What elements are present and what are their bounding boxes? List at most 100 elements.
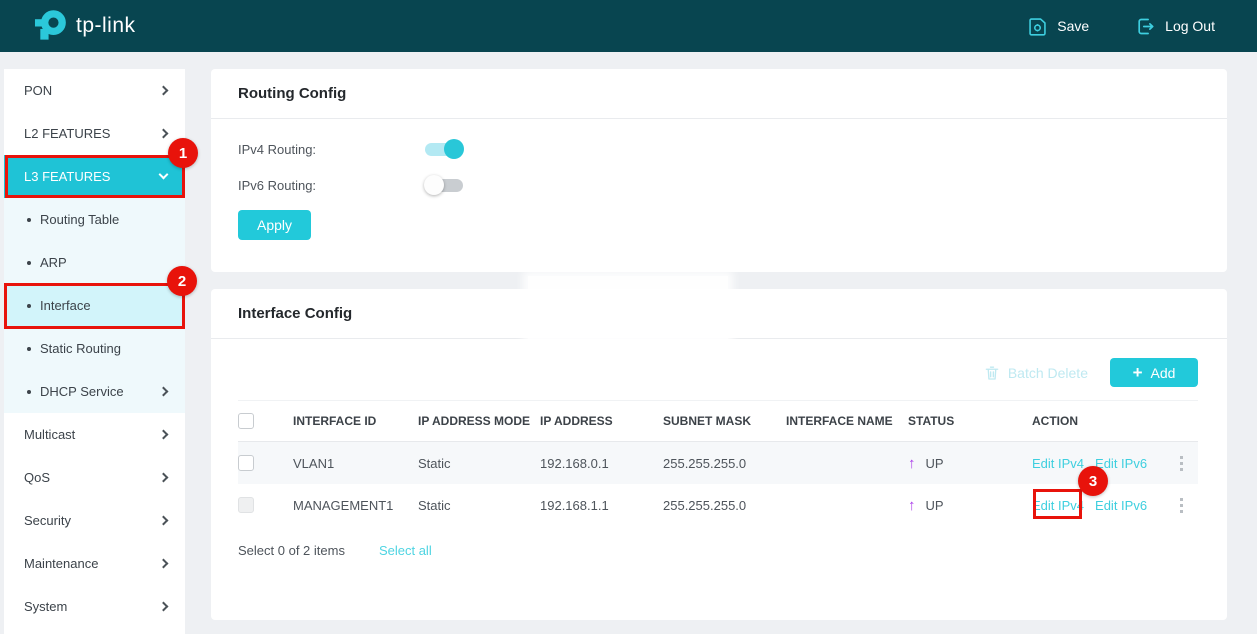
bullet-icon xyxy=(27,346,31,351)
cell-ip-address: 192.168.1.1 xyxy=(540,497,609,513)
l3-features-submenu: Routing Table ARP Interface Static Routi… xyxy=(4,198,185,413)
save-label: Save xyxy=(1057,18,1090,34)
sidebar-item-label: Maintenance xyxy=(24,556,99,571)
annotation-badge-3: 3 xyxy=(1078,466,1108,496)
table-row-vlan1: VLAN1 Static 192.168.0.1 255.255.255.0 ↑… xyxy=(238,442,1198,484)
cell-subnet-mask: 255.255.255.0 xyxy=(663,497,747,513)
col-subnet-mask: SUBNET MASK xyxy=(663,413,752,428)
logout-icon xyxy=(1138,18,1154,34)
sidebar-item-label: ARP xyxy=(40,255,67,270)
sidebar-item-label: Multicast xyxy=(24,427,76,442)
sidebar-item-label: L3 FEATURES xyxy=(24,169,111,184)
chevron-right-icon xyxy=(158,386,169,397)
add-label: Add xyxy=(1150,364,1176,381)
save-button[interactable]: Save xyxy=(1027,16,1089,37)
col-action: ACTION xyxy=(1032,413,1078,428)
sidebar-item-label: DHCP Service xyxy=(40,384,124,399)
annotation-badge-2: 2 xyxy=(167,266,197,296)
logout-label: Log Out xyxy=(1165,18,1215,34)
kebab-menu-icon[interactable] xyxy=(1179,497,1183,513)
table-row-management1: MANAGEMENT1 Static 192.168.1.1 255.255.2… xyxy=(238,484,1198,526)
ipv6-routing-toggle[interactable] xyxy=(424,174,463,195)
sidebar-item-dhcp-service[interactable]: DHCP Service xyxy=(4,370,185,413)
cell-ip-address-mode: Static xyxy=(418,497,451,513)
ipv4-routing-toggle[interactable] xyxy=(425,138,464,159)
chevron-right-icon xyxy=(158,601,169,612)
routing-config-title: Routing Config xyxy=(211,69,1227,119)
chevron-right-icon xyxy=(158,558,169,569)
sidebar-item-static-routing[interactable]: Static Routing xyxy=(4,327,185,370)
whiteout-patch-overlay xyxy=(528,276,728,368)
status-up-arrow-icon: ↑ xyxy=(908,454,916,472)
bullet-icon xyxy=(27,303,31,308)
add-button[interactable]: + Add xyxy=(1110,358,1198,387)
logout-button[interactable]: Log Out xyxy=(1135,16,1215,37)
selection-summary: Select 0 of 2 items Select all xyxy=(238,543,1200,558)
sidebar-item-l2-features[interactable]: L2 FEATURES xyxy=(4,112,185,155)
ipv6-routing-label: IPv6 Routing: xyxy=(238,177,317,193)
sidebar-item-maintenance[interactable]: Maintenance xyxy=(4,542,185,585)
cell-subnet-mask: 255.255.255.0 xyxy=(663,455,747,471)
select-all-link[interactable]: Select all xyxy=(378,543,432,558)
chevron-right-icon xyxy=(158,515,169,526)
col-ip-address-mode: IP ADDRESS MODE xyxy=(418,413,531,428)
tp-link-logo: tp-link xyxy=(34,9,136,44)
ipv4-routing-label: IPv4 Routing: xyxy=(238,141,317,157)
chevron-right-icon xyxy=(158,429,169,440)
sidebar-item-label: QoS xyxy=(24,470,51,485)
table-header-row: INTERFACE ID IP ADDRESS MODE IP ADDRESS … xyxy=(238,400,1198,442)
cell-interface-id: MANAGEMENT1 xyxy=(293,497,394,513)
sidebar-item-security[interactable]: Security xyxy=(4,499,185,542)
top-actions: Save Log Out xyxy=(1027,16,1215,37)
row-checkbox[interactable] xyxy=(238,455,254,471)
status-text: UP xyxy=(925,497,944,513)
apply-button[interactable]: Apply xyxy=(238,210,311,240)
edit-ipv6-link[interactable]: Edit IPv6 xyxy=(1095,455,1148,471)
sidebar-item-arp[interactable]: ARP xyxy=(4,241,185,284)
annotation-badge-1: 1 xyxy=(168,138,198,168)
sidebar-item-system[interactable]: System xyxy=(4,585,185,628)
ipv6-routing-row: IPv6 Routing: xyxy=(238,174,1200,195)
chevron-right-icon xyxy=(158,128,169,139)
tp-link-logo-icon xyxy=(34,9,66,40)
plus-icon: + xyxy=(1132,363,1143,382)
routing-config-card: Routing Config IPv4 Routing: IPv6 Routin… xyxy=(211,69,1227,272)
row-checkbox-disabled xyxy=(238,497,254,513)
ipv4-routing-row: IPv4 Routing: xyxy=(238,138,1200,159)
status-text: UP xyxy=(925,455,944,471)
edit-ipv4-link[interactable]: Edit IPv4 xyxy=(1032,497,1085,513)
brand-name: tp-link xyxy=(76,14,136,37)
bullet-icon xyxy=(27,389,31,394)
cell-ip-address: 192.168.0.1 xyxy=(540,455,609,471)
select-all-checkbox[interactable] xyxy=(238,413,254,429)
sidebar-item-interface[interactable]: Interface xyxy=(4,284,185,327)
bullet-icon xyxy=(27,260,31,265)
sidebar-item-l3-features[interactable]: L3 FEATURES xyxy=(4,155,185,198)
sidebar-item-label: Security xyxy=(24,513,71,528)
chevron-right-icon xyxy=(158,85,169,96)
chevron-down-icon xyxy=(158,169,169,180)
sidebar-item-label: Interface xyxy=(40,298,91,313)
col-ip-address: IP ADDRESS xyxy=(540,413,613,428)
sidebar-item-qos[interactable]: QoS xyxy=(4,456,185,499)
toggle-knob xyxy=(424,174,444,195)
batch-delete-button[interactable]: Batch Delete xyxy=(983,364,1088,382)
save-icon xyxy=(1029,17,1046,36)
sidebar-item-routing-table[interactable]: Routing Table xyxy=(4,198,185,241)
sidebar-item-label: L2 FEATURES xyxy=(24,126,111,141)
col-interface-name: INTERFACE NAME xyxy=(786,413,893,428)
col-status: STATUS xyxy=(908,413,955,428)
toggle-knob xyxy=(444,138,464,159)
edit-ipv4-link[interactable]: Edit IPv4 xyxy=(1032,455,1085,471)
interface-toolbar: Batch Delete + Add xyxy=(238,358,1198,387)
edit-ipv6-link[interactable]: Edit IPv6 xyxy=(1095,497,1148,513)
sidebar-item-label: Static Routing xyxy=(40,341,121,356)
cell-interface-id: VLAN1 xyxy=(293,455,335,471)
sidebar-item-pon[interactable]: PON xyxy=(4,69,185,112)
sidebar-item-multicast[interactable]: Multicast xyxy=(4,413,185,456)
kebab-menu-icon[interactable] xyxy=(1179,455,1183,471)
col-interface-id: INTERFACE ID xyxy=(293,413,377,428)
sidebar-item-label: PON xyxy=(24,83,53,98)
sidebar-nav: PON L2 FEATURES L3 FEATURES Routing Tabl… xyxy=(4,69,185,634)
